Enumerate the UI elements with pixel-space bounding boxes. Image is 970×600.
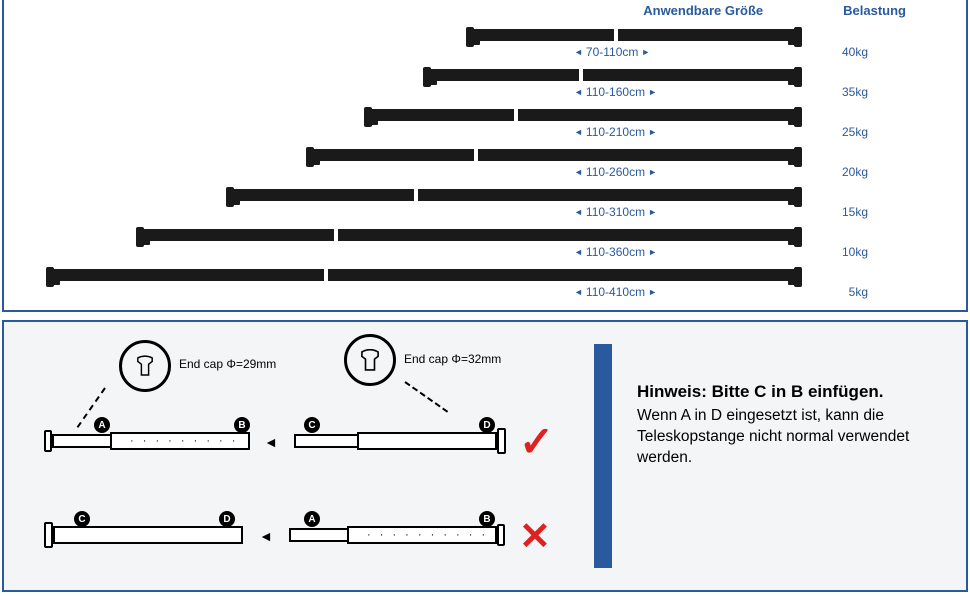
badge-d: D	[219, 511, 235, 527]
rod-size-label: ◄70-110cm►	[574, 45, 650, 59]
rod-bar	[372, 109, 794, 121]
rod-load-label: 20kg	[842, 165, 868, 179]
rod-gap	[614, 28, 618, 42]
rod-bar	[314, 149, 794, 161]
rod-bar	[54, 269, 794, 281]
rods-area: ◄70-110cm► 40kg ◄110-160cm► 35kg ◄110-210cm►…	[14, 27, 956, 307]
hint-area: Hinweis: Bitte C in B einfügen. Wenn A i…	[612, 322, 966, 590]
rod-row: ◄110-210cm► 25kg	[14, 107, 956, 147]
rod-size-label: ◄110-410cm►	[574, 285, 657, 299]
badge-c: C	[304, 417, 320, 433]
badge-b: B	[234, 417, 250, 433]
endcap-icon	[136, 355, 154, 377]
tube-segment: · · · · · · · · ·	[110, 432, 250, 450]
rod-load-label: 10kg	[842, 245, 868, 259]
rod-size-label: ◄110-260cm►	[574, 165, 657, 179]
rod-load-label: 25kg	[842, 125, 868, 139]
rod-size-label: ◄110-210cm►	[574, 125, 657, 139]
badge-c: C	[74, 511, 90, 527]
hint-title: Hinweis: Bitte C in B einfügen.	[637, 382, 941, 402]
rod-row: ◄70-110cm► 40kg	[14, 27, 956, 67]
hint-text: Wenn A in D eingesetzt ist, kann die Tel…	[637, 406, 941, 469]
rod-gap	[414, 188, 418, 202]
endcap-b-label: End cap Φ=32mm	[404, 352, 501, 366]
rod-gap	[324, 268, 328, 282]
check-icon: ✓	[519, 417, 554, 466]
tube-segment	[53, 526, 243, 544]
leader-line	[404, 381, 448, 412]
badge-a: A	[304, 511, 320, 527]
rod-load-label: 35kg	[842, 85, 868, 99]
rod-bar	[234, 189, 794, 201]
endcap-circle-b	[344, 334, 396, 386]
tube-segment: · · · · · · · · · ·	[347, 526, 497, 544]
endcap-circle-a	[119, 340, 171, 392]
arrow-left-icon: ◄	[264, 434, 278, 450]
arrow-left-icon: ◄	[259, 528, 273, 544]
rod-gap	[514, 108, 518, 122]
tube-segment	[357, 432, 497, 450]
tube-segment	[289, 528, 349, 542]
instruction-panel: End cap Φ=29mm End cap Φ=32mm · · · · · …	[2, 320, 968, 592]
rod-row: ◄110-410cm► 5kg	[14, 267, 956, 307]
badge-a: A	[94, 417, 110, 433]
tube-endcap	[497, 428, 506, 454]
header-labels: Anwendbare Größe Belastung	[643, 3, 906, 18]
rod-gap	[334, 228, 338, 242]
rod-size-label: ◄110-310cm►	[574, 205, 657, 219]
rod-bar	[144, 229, 794, 241]
rod-bar	[474, 29, 794, 41]
tube-segment	[52, 434, 112, 448]
size-load-panel: Anwendbare Größe Belastung ◄70-110cm► 40k…	[2, 0, 968, 312]
rod-size-label: ◄110-160cm►	[574, 85, 657, 99]
rod-load-label: 15kg	[842, 205, 868, 219]
rod-row: ◄110-310cm► 15kg	[14, 187, 956, 227]
endcap-a-label: End cap Φ=29mm	[179, 357, 276, 371]
rod-row: ◄110-160cm► 35kg	[14, 67, 956, 107]
tube-dots: · · · · · · · · · ·	[367, 529, 488, 541]
tube-endcap	[44, 430, 52, 452]
badge-d: D	[479, 417, 495, 433]
tube-dots: · · · · · · · · ·	[130, 435, 238, 447]
rod-size-label: ◄110-360cm►	[574, 245, 657, 259]
rod-gap	[579, 68, 583, 82]
rod-load-label: 40kg	[842, 45, 868, 59]
tube-endcap	[44, 522, 53, 548]
rod-row: ◄110-360cm► 10kg	[14, 227, 956, 267]
vertical-divider	[594, 344, 612, 568]
size-header: Anwendbare Größe	[643, 3, 763, 18]
tube-endcap	[497, 524, 505, 546]
badge-b: B	[479, 511, 495, 527]
rod-load-label: 5kg	[849, 285, 868, 299]
endcap-icon	[361, 349, 379, 371]
rod-gap	[474, 148, 478, 162]
rod-row: ◄110-260cm► 20kg	[14, 147, 956, 187]
load-header: Belastung	[843, 3, 906, 18]
rod-bar	[431, 69, 794, 81]
tube-segment	[294, 434, 359, 448]
diagram-area: End cap Φ=29mm End cap Φ=32mm · · · · · …	[4, 322, 594, 590]
cross-icon: ✕	[519, 514, 551, 559]
